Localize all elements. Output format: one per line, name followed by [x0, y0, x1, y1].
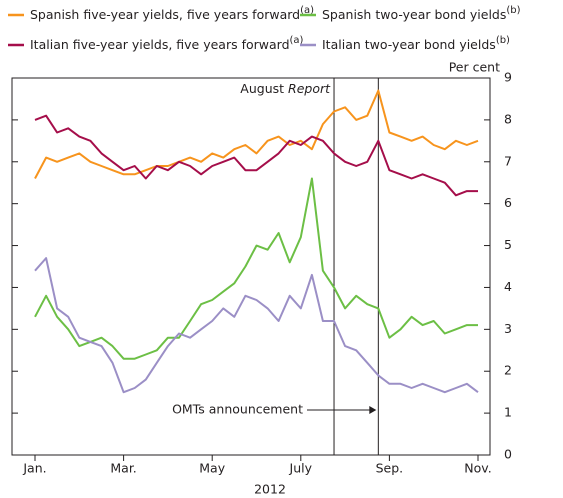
x-tick-label: July: [289, 461, 313, 476]
legend-note: (b): [496, 35, 510, 46]
y-unit: Per cent: [449, 60, 500, 75]
series-line: [34, 114, 478, 197]
legend-label: Italian two-year bond yields(b): [322, 35, 510, 52]
legend-note: (a): [290, 35, 304, 46]
legend-label: Spanish two-year bond yields(b): [322, 5, 521, 22]
event-label-text: August: [240, 81, 284, 96]
y-tick-label: 5: [504, 237, 512, 252]
y-tick-label: 1: [504, 405, 512, 420]
event-label: August Report: [240, 81, 331, 96]
arrow-head: [369, 406, 377, 414]
legend-name: Italian two-year bond yields: [322, 37, 496, 52]
series-line: [34, 257, 479, 394]
series-line: [34, 177, 478, 360]
x-axis-label: 2012: [254, 482, 286, 497]
y-tick-label: 7: [504, 153, 512, 168]
y-tick-label: 6: [504, 195, 512, 210]
y-tick-label: 3: [504, 321, 512, 336]
event-label: OMTs announcement: [172, 402, 303, 417]
legend-label: Italian five-year yields, five years for…: [30, 35, 304, 52]
legend-label: Spanish five-year yields, five years for…: [30, 5, 314, 22]
y-tick-label: 8: [504, 111, 512, 126]
plot-frame: [11, 77, 491, 456]
y-tick-label: 4: [504, 279, 512, 294]
y-tick-label: 0: [504, 447, 512, 462]
legend-name: Spanish five-year yields, five years for…: [30, 7, 300, 22]
series-line: [34, 89, 479, 179]
event-label-italic: Report: [288, 81, 331, 96]
x-tick-label: Nov.: [464, 461, 491, 476]
y-tick-label: 9: [504, 70, 512, 85]
legend-note: (b): [506, 5, 520, 16]
x-tick-label: Mar.: [110, 461, 136, 476]
y-tick-label: 2: [504, 363, 512, 378]
x-tick-label: May: [199, 461, 225, 476]
legend-name: Italian five-year yields, five years for…: [30, 37, 290, 52]
legend-note: (a): [300, 5, 314, 16]
x-tick-label: Jan.: [22, 461, 46, 476]
x-tick-label: Sep.: [376, 461, 404, 476]
legend-name: Spanish two-year bond yields: [322, 7, 506, 22]
